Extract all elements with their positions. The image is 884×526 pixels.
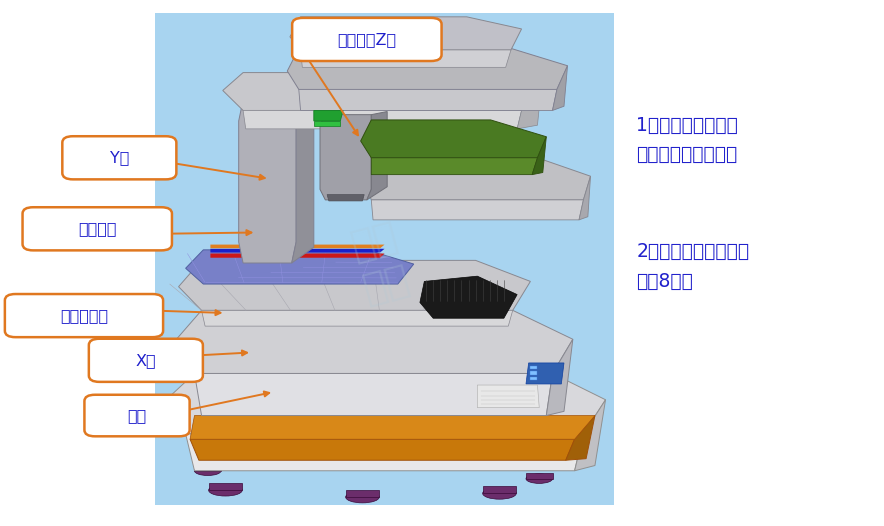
Text: 1、大理石架构设备
减震抗震能力优秀。: 1、大理石架构设备 减震抗震能力优秀。 — [636, 116, 738, 164]
Polygon shape — [292, 95, 314, 263]
Polygon shape — [546, 339, 573, 416]
Polygon shape — [575, 400, 606, 471]
Polygon shape — [371, 200, 583, 220]
Polygon shape — [287, 48, 568, 89]
Polygon shape — [239, 100, 296, 263]
Polygon shape — [202, 310, 513, 326]
Ellipse shape — [526, 474, 552, 483]
Polygon shape — [420, 276, 517, 318]
FancyBboxPatch shape — [155, 13, 614, 505]
Polygon shape — [371, 158, 537, 175]
Ellipse shape — [483, 488, 516, 499]
Text: 大理石架构: 大理石架构 — [60, 308, 108, 323]
Polygon shape — [243, 110, 522, 129]
Polygon shape — [299, 89, 557, 110]
Text: 2、切割承座满足一次
上料8片。: 2、切割承座满足一次 上料8片。 — [636, 242, 750, 290]
Polygon shape — [364, 158, 591, 200]
Polygon shape — [530, 371, 537, 375]
FancyBboxPatch shape — [23, 207, 171, 250]
FancyBboxPatch shape — [85, 394, 190, 437]
Polygon shape — [579, 176, 591, 220]
Polygon shape — [186, 434, 583, 471]
Polygon shape — [530, 366, 537, 369]
Polygon shape — [190, 416, 595, 439]
Text: X轴: X轴 — [135, 353, 156, 368]
Polygon shape — [314, 121, 340, 126]
Polygon shape — [210, 245, 385, 248]
Polygon shape — [301, 50, 511, 67]
Polygon shape — [361, 120, 546, 158]
Polygon shape — [483, 487, 516, 493]
Polygon shape — [526, 363, 564, 384]
Polygon shape — [290, 17, 522, 50]
Polygon shape — [210, 254, 385, 258]
Ellipse shape — [209, 484, 242, 496]
Polygon shape — [210, 249, 385, 252]
Polygon shape — [314, 110, 343, 121]
Polygon shape — [552, 66, 568, 110]
FancyBboxPatch shape — [292, 18, 442, 61]
Text: 机架: 机架 — [127, 408, 147, 423]
Polygon shape — [532, 137, 546, 175]
Text: 版权
所印: 版权 所印 — [347, 217, 414, 309]
Polygon shape — [179, 260, 530, 310]
Polygon shape — [346, 490, 379, 497]
FancyBboxPatch shape — [5, 294, 163, 337]
Polygon shape — [190, 439, 575, 460]
Ellipse shape — [346, 491, 379, 503]
Polygon shape — [186, 250, 414, 284]
Polygon shape — [194, 465, 221, 471]
Polygon shape — [367, 112, 387, 200]
Polygon shape — [194, 373, 552, 416]
Text: 自动对焦Z轴: 自动对焦Z轴 — [338, 32, 396, 47]
Polygon shape — [320, 115, 371, 200]
Polygon shape — [175, 310, 573, 373]
FancyBboxPatch shape — [89, 339, 203, 382]
FancyBboxPatch shape — [63, 136, 177, 179]
Polygon shape — [209, 483, 242, 490]
Polygon shape — [517, 89, 541, 129]
Ellipse shape — [194, 466, 221, 476]
Polygon shape — [166, 373, 606, 434]
Text: Y轴: Y轴 — [110, 150, 129, 165]
Polygon shape — [530, 377, 537, 380]
Polygon shape — [327, 195, 364, 201]
Polygon shape — [526, 473, 552, 479]
Text: 切割承座: 切割承座 — [78, 221, 117, 236]
Polygon shape — [566, 416, 595, 460]
Polygon shape — [223, 73, 541, 110]
Polygon shape — [477, 385, 539, 408]
